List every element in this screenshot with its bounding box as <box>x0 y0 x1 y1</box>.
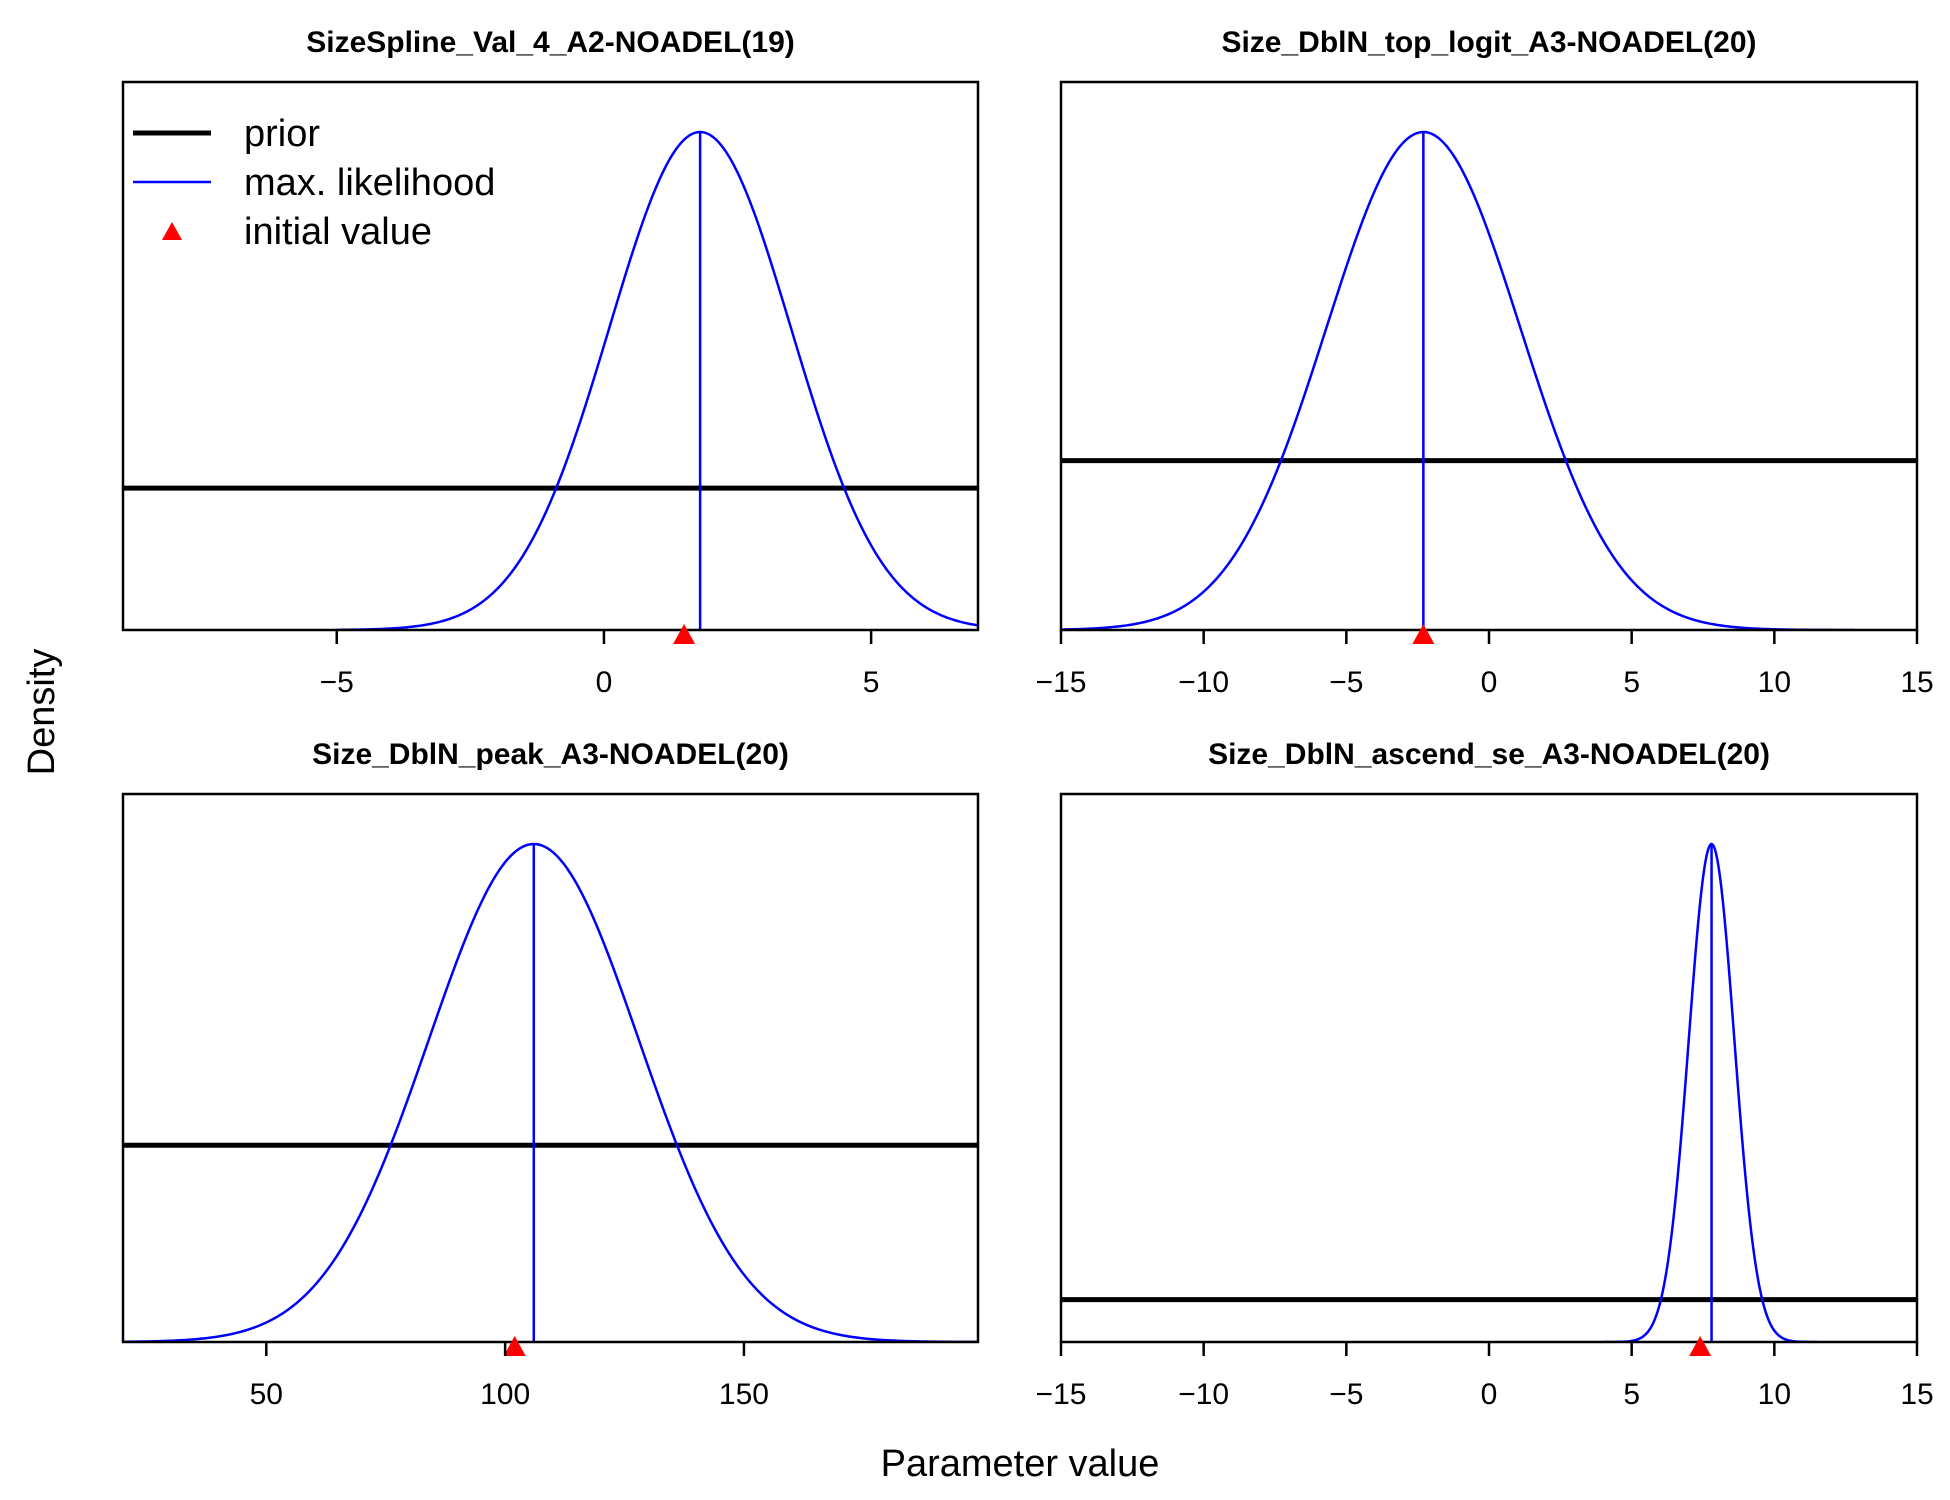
panels: SizeSpline_Val_4_A2-NOADEL(19)−5 0 5Size_D… <box>121 26 1934 1411</box>
plot-area <box>1061 842 1917 1342</box>
legend-item-initial-value: initial value <box>162 211 432 253</box>
legend-label: initial value <box>244 211 432 253</box>
panel-frame <box>1059 80 1919 632</box>
x-tick-label: 15 <box>1900 1378 1933 1411</box>
initial-value-marker <box>503 1336 526 1356</box>
mle-curve <box>1603 842 1818 1342</box>
x-axis-label: Parameter value <box>881 1443 1160 1485</box>
panel-title: Size_DblN_ascend_se_A3-NOADEL(20) <box>1208 738 1770 771</box>
x-tick-label: 15 <box>1900 666 1933 699</box>
legend-item-max-likelihood: max. likelihood <box>133 162 495 204</box>
x-tick-label: 10 <box>1758 1378 1791 1411</box>
x-tick-label: −15 <box>1036 1378 1087 1411</box>
x-tick-label: 50 <box>250 1378 283 1411</box>
x-tick-label: 10 <box>1758 666 1791 699</box>
panel-2: Size_DblN_top_logit_A3-NOADEL(20) −15 −10 −… <box>1036 26 1934 699</box>
x-tick-label: 5 <box>1623 666 1640 699</box>
x-tick-label: 100 <box>480 1378 530 1411</box>
x-tick-label: 0 <box>1481 666 1498 699</box>
legend-swatch <box>162 222 182 240</box>
panel-frame <box>1059 792 1919 1344</box>
panel-frame <box>121 792 980 1344</box>
legend-item-prior: prior <box>133 113 320 155</box>
x-tick-label: −5 <box>1329 1378 1363 1411</box>
legend: prior max. likelihood initial value <box>133 113 495 253</box>
initial-value-marker <box>1689 1336 1712 1356</box>
panel-title: Size_DblN_top_logit_A3-NOADEL(20) <box>1221 26 1756 59</box>
x-tick-label: −10 <box>1178 666 1229 699</box>
panel-title: SizeSpline_Val_4_A2-NOADEL(19) <box>306 26 795 59</box>
initial-value-marker <box>1412 624 1435 644</box>
x-tick-label: 0 <box>1481 1378 1498 1411</box>
plot-area <box>123 130 978 630</box>
x-tick-label: 5 <box>863 666 880 699</box>
legend-label: prior <box>244 113 320 155</box>
panel-title: Size_DblN_peak_A3-NOADEL(20) <box>312 738 789 771</box>
y-axis-label: Density <box>21 649 63 776</box>
plot-area <box>1061 130 1917 630</box>
x-tick-label: 5 <box>1623 1378 1640 1411</box>
legend-label: max. likelihood <box>244 162 495 204</box>
plot-area <box>123 842 978 1342</box>
panel-3: Size_DblN_peak_A3-NOADEL(20) 50 100 150 <box>121 738 980 1411</box>
mle-curve <box>336 130 978 630</box>
x-tick-label: 0 <box>596 666 613 699</box>
x-tick-label: −15 <box>1036 666 1087 699</box>
panel-1: SizeSpline_Val_4_A2-NOADEL(19) −5 0 5 <box>121 26 980 699</box>
panel-4: Size_DblN_ascend_se_A3-NOADEL(20) −15 −10 −… <box>1036 738 1934 1411</box>
panel-frame <box>121 80 980 632</box>
x-tick-label: −10 <box>1178 1378 1229 1411</box>
mle-curve <box>123 842 978 1342</box>
x-tick-label: −5 <box>320 666 354 699</box>
initial-value-marker <box>673 624 696 644</box>
x-tick-label: 150 <box>719 1378 769 1411</box>
x-tick-label: −5 <box>1329 666 1363 699</box>
mle-curve <box>1061 130 1855 630</box>
